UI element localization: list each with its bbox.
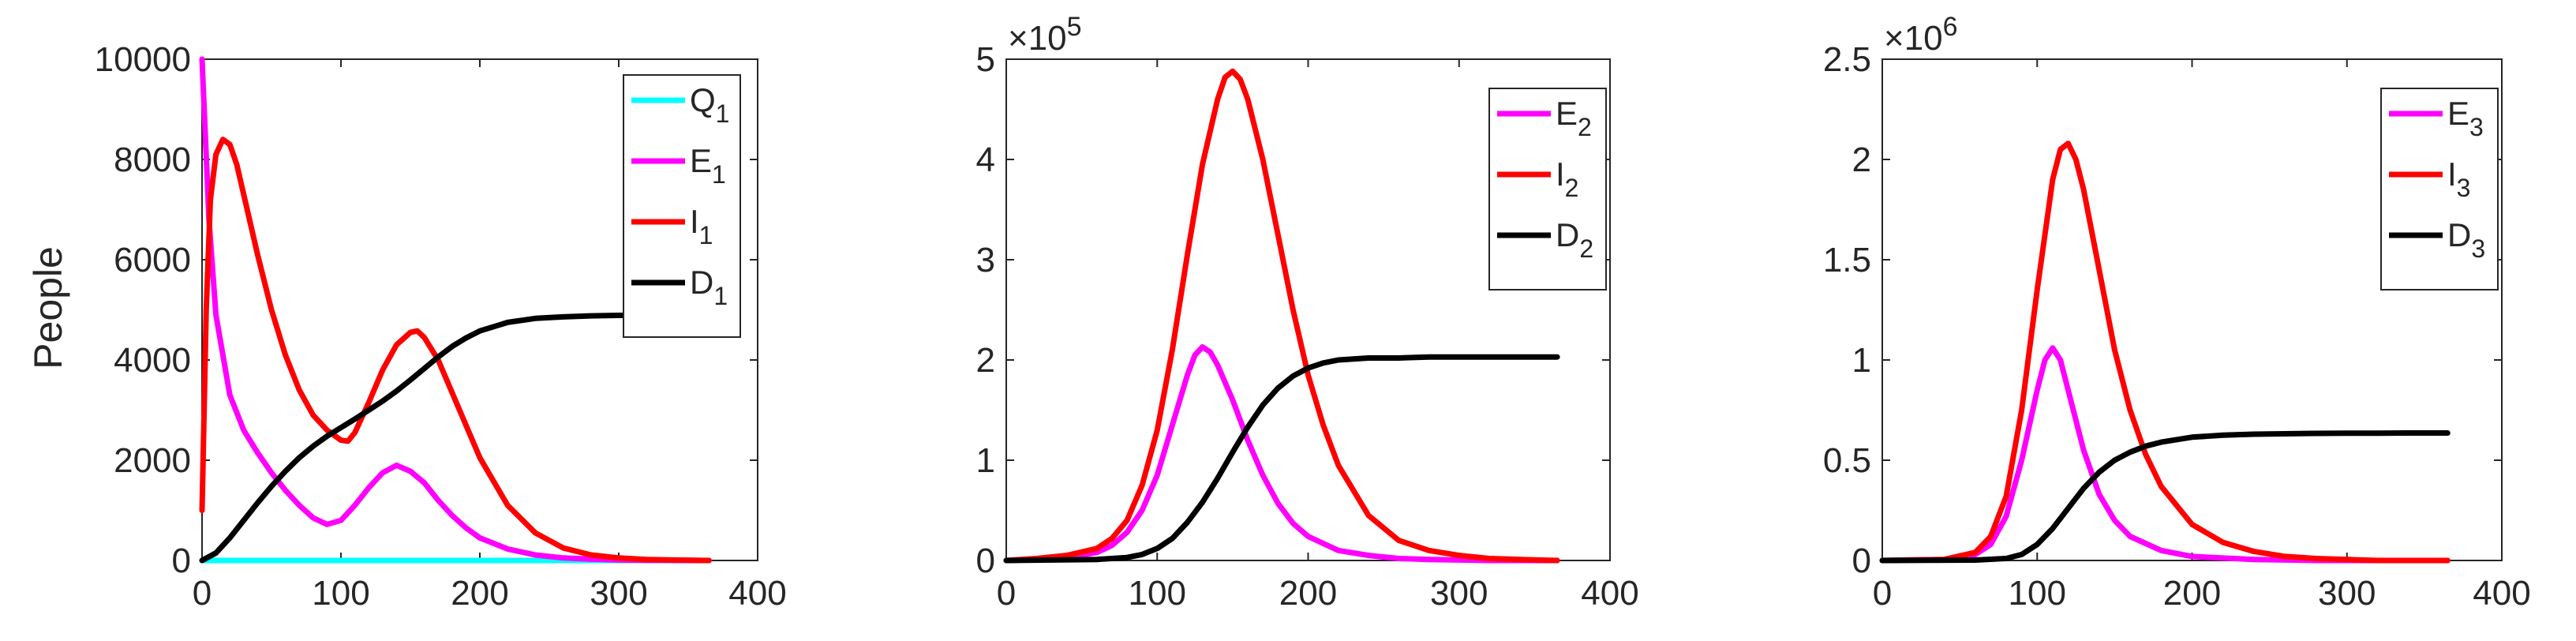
y-tick-label: 1 <box>1852 341 1871 380</box>
x-tick-label: 100 <box>312 574 369 613</box>
legend-label: D3 <box>2447 216 2485 263</box>
legend-label: I3 <box>2447 156 2470 202</box>
axis-exponent-label: ×106 <box>1884 12 1958 58</box>
series-line-i2 <box>1003 68 1560 564</box>
legend: E3 I3 D3 <box>2380 88 2499 291</box>
chart-panel-1: 0 100 200 300 4000200040006000800010000Q1E1I… <box>95 40 787 613</box>
x-tick-label: 300 <box>590 574 647 613</box>
subplot-panels: 0 100 200 300 4000200040006000800010000Q1E1I… <box>95 12 2531 613</box>
y-tick-label: 2 <box>976 341 995 380</box>
series-line-d1 <box>199 313 712 564</box>
y-tick-label: 2 <box>1852 141 1871 179</box>
y-tick-label: 8000 <box>114 141 191 179</box>
x-tick-label: 0 <box>997 574 1016 613</box>
y-tick-label: 5 <box>976 40 995 79</box>
x-tick-label: 400 <box>728 574 786 613</box>
x-tick-label: 0 <box>193 574 212 613</box>
y-tick-label: 6000 <box>114 241 191 279</box>
legend-label: Q1 <box>690 81 729 128</box>
legend-label: D1 <box>690 264 728 310</box>
x-tick-label: 400 <box>2473 574 2530 613</box>
legend-label: D2 <box>1556 216 1593 263</box>
series-line-i1 <box>199 137 712 564</box>
x-tick-label: 200 <box>451 574 508 613</box>
y-tick-label: 3 <box>976 241 995 279</box>
x-tick-label: 300 <box>2318 574 2376 613</box>
y-tick-label: 4 <box>976 141 995 179</box>
y-tick-label: 0.5 <box>1823 441 1871 480</box>
y-tick-label: 4000 <box>114 341 191 380</box>
legend-box <box>623 74 741 338</box>
chart-panel-3: 0 100 200 300 400 0 0.5 1 1.5 2 2.5 ×106 E3 I3 D3 <box>1823 12 2531 613</box>
x-tick-label: 200 <box>2163 574 2221 613</box>
x-tick-label: 100 <box>1129 574 1186 613</box>
legend-box <box>2380 88 2499 291</box>
x-tick-label: 0 <box>1873 574 1892 613</box>
x-tick-label: 300 <box>1430 574 1488 613</box>
x-tick-label: 400 <box>1581 574 1638 613</box>
series-line-i3 <box>1879 141 2451 564</box>
axis-exponent-label: ×105 <box>1008 12 1082 58</box>
legend-label: I2 <box>1556 156 1578 202</box>
series-line-e2 <box>1003 344 1560 564</box>
x-tick-label: 100 <box>2009 574 2066 613</box>
legend: Q1 E1 I1 D1 <box>623 74 741 338</box>
y-tick-label: 2.5 <box>1823 40 1871 79</box>
series-line-d3 <box>1879 430 2451 564</box>
y-tick-label: 1 <box>976 441 995 480</box>
y-tick-label: 0 <box>172 542 191 580</box>
series-line-d2 <box>1003 354 1560 564</box>
series-line-e1 <box>199 56 712 564</box>
y-tick-label: 0 <box>1852 542 1871 580</box>
y-tick-label: 2000 <box>114 441 191 480</box>
y-tick-label: 0 <box>976 542 995 580</box>
y-tick-label: 1.5 <box>1823 241 1871 279</box>
legend-label: E3 <box>2447 95 2484 141</box>
y-axis-label: People <box>26 246 70 369</box>
chart-panel-2: 0 100 200 300 400 0 1 2 3 4 5 ×105 E2 I2 D2 <box>976 12 1639 613</box>
legend: E2 I2 D2 <box>1488 88 1607 291</box>
legend-label: I1 <box>690 203 713 249</box>
legend-label: E1 <box>690 142 726 189</box>
series-line-e3 <box>1879 345 2451 564</box>
legend-label: E2 <box>1556 95 1592 141</box>
legend-box <box>1488 88 1607 291</box>
x-tick-label: 200 <box>1279 574 1337 613</box>
y-tick-label: 10000 <box>95 40 191 79</box>
